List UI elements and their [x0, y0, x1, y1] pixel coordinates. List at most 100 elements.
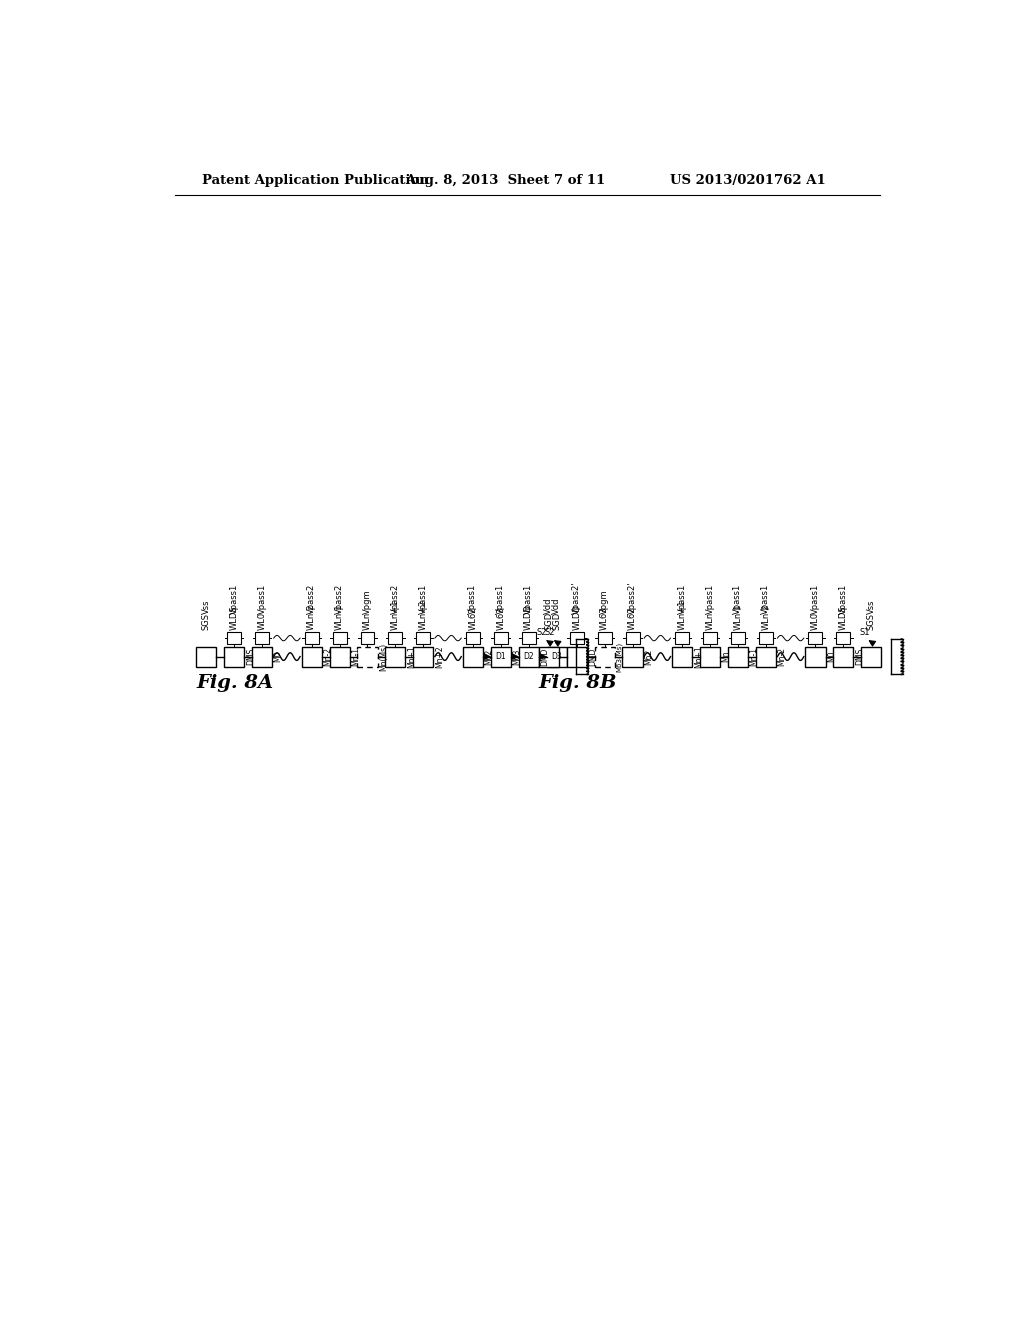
- Bar: [305, 632, 318, 644]
- Bar: [598, 632, 611, 644]
- Bar: [388, 632, 402, 644]
- Bar: [463, 647, 483, 667]
- Bar: [700, 647, 720, 667]
- Bar: [566, 647, 587, 667]
- Text: Vpass2: Vpass2: [307, 583, 316, 614]
- Bar: [834, 647, 853, 667]
- Bar: [623, 647, 643, 667]
- Bar: [675, 632, 689, 644]
- Bar: [837, 632, 850, 644]
- Text: Patent Application Publication: Patent Application Publication: [202, 174, 428, 187]
- Bar: [252, 647, 272, 667]
- Text: Vpgm: Vpgm: [600, 590, 609, 614]
- Bar: [547, 647, 566, 667]
- Text: WLn-2: WLn-2: [307, 603, 316, 630]
- Text: SGS: SGS: [866, 612, 876, 630]
- Text: S2: S2: [545, 628, 555, 638]
- Text: Vpass1: Vpass1: [706, 583, 715, 614]
- Text: M63(Ms): M63(Ms): [616, 642, 623, 672]
- Text: Fig. 8B: Fig. 8B: [539, 675, 617, 692]
- Text: S2: S2: [537, 628, 547, 638]
- Text: Vpass1: Vpass1: [761, 583, 770, 614]
- Bar: [466, 632, 480, 644]
- Bar: [302, 647, 322, 667]
- Text: Vpass2: Vpass2: [391, 583, 400, 614]
- Text: WLn-2: WLn-2: [761, 603, 770, 630]
- Text: DMS: DMS: [855, 648, 864, 665]
- Text: D1: D1: [496, 652, 506, 661]
- Text: WLn: WLn: [706, 611, 715, 630]
- Bar: [385, 647, 406, 667]
- Text: Vss: Vss: [866, 599, 876, 614]
- Text: Mn-2: Mn-2: [324, 647, 333, 667]
- Text: WL63: WL63: [497, 606, 505, 630]
- Text: DMD: DMD: [589, 647, 597, 665]
- Bar: [809, 632, 822, 644]
- Text: Vpass2: Vpass2: [335, 583, 344, 614]
- Text: SGD: SGD: [552, 611, 561, 630]
- Text: Mn+1: Mn+1: [693, 645, 702, 668]
- Bar: [518, 647, 539, 667]
- Text: Vpass1: Vpass1: [419, 583, 428, 614]
- Text: Vpass1: Vpass1: [468, 583, 477, 614]
- Text: Mn-1: Mn-1: [750, 647, 759, 667]
- Text: Vpass1: Vpass1: [524, 583, 534, 614]
- Bar: [756, 647, 776, 667]
- Text: Aug. 8, 2013  Sheet 7 of 11: Aug. 8, 2013 Sheet 7 of 11: [406, 174, 606, 187]
- Text: Vdd: Vdd: [552, 598, 561, 614]
- Text: WLn-1: WLn-1: [733, 603, 742, 630]
- Text: Vpass1: Vpass1: [733, 583, 742, 614]
- Text: WLDD: WLDD: [572, 603, 582, 630]
- Text: Vpass2': Vpass2': [572, 582, 582, 614]
- Bar: [672, 647, 692, 667]
- Text: SGD: SGD: [545, 611, 553, 630]
- Bar: [224, 647, 245, 667]
- Text: Mn-2: Mn-2: [777, 647, 786, 667]
- Text: DMD: DMD: [541, 647, 549, 665]
- Text: WLn+1: WLn+1: [391, 599, 400, 630]
- Text: M0: M0: [827, 651, 836, 663]
- Bar: [357, 647, 378, 667]
- Bar: [703, 632, 717, 644]
- Text: Fig. 8A: Fig. 8A: [197, 675, 273, 692]
- Bar: [731, 632, 744, 644]
- Bar: [417, 632, 430, 644]
- Bar: [494, 632, 508, 644]
- Text: Mn-1: Mn-1: [351, 647, 360, 667]
- Text: M62: M62: [644, 648, 653, 665]
- Bar: [360, 632, 375, 644]
- Text: Vpass1: Vpass1: [839, 583, 848, 614]
- Text: Mn: Mn: [722, 651, 731, 663]
- Text: WLDS: WLDS: [839, 605, 848, 630]
- Text: M62: M62: [484, 648, 494, 665]
- Text: US 2013/0201762 A1: US 2013/0201762 A1: [671, 174, 826, 187]
- Bar: [414, 647, 433, 667]
- Text: S1: S1: [859, 628, 869, 638]
- Text: Vpass1: Vpass1: [229, 583, 239, 614]
- Text: D3: D3: [551, 652, 562, 661]
- Bar: [330, 647, 349, 667]
- Text: Vpass1: Vpass1: [811, 583, 820, 614]
- Text: WLDS: WLDS: [229, 605, 239, 630]
- Text: M0: M0: [273, 651, 283, 663]
- Text: Vpass1: Vpass1: [678, 583, 687, 614]
- Text: WL0: WL0: [811, 611, 820, 630]
- Bar: [539, 647, 559, 667]
- Text: WLn+1: WLn+1: [678, 599, 687, 630]
- Text: Vdd: Vdd: [545, 598, 553, 614]
- Bar: [521, 632, 536, 644]
- Text: WLn: WLn: [362, 611, 372, 630]
- Text: WL0: WL0: [258, 611, 266, 630]
- Bar: [255, 632, 269, 644]
- Text: Mn+2: Mn+2: [435, 645, 443, 668]
- Bar: [805, 647, 825, 667]
- Text: M63: M63: [512, 648, 521, 665]
- Bar: [595, 647, 614, 667]
- Text: Vpgm: Vpgm: [362, 590, 372, 614]
- Bar: [861, 647, 882, 667]
- Bar: [626, 632, 640, 644]
- Bar: [197, 647, 216, 667]
- Text: WL62: WL62: [468, 606, 477, 630]
- Text: Vpass1: Vpass1: [497, 583, 505, 614]
- Text: D2: D2: [523, 652, 534, 661]
